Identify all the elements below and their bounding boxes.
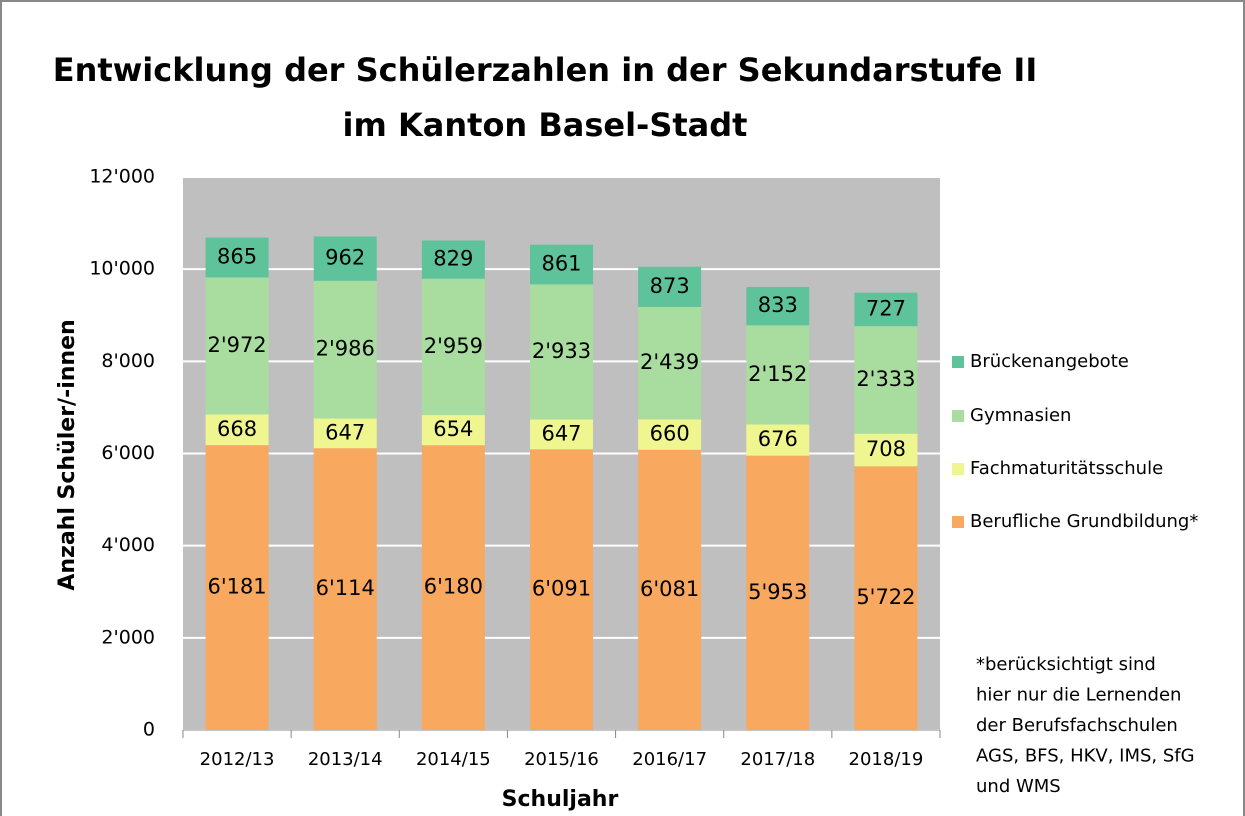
- bar-segment: [854, 292, 918, 327]
- data-label: 676: [758, 427, 798, 451]
- bar-segment: [421, 415, 485, 446]
- data-label: 2'333: [856, 367, 915, 391]
- data-label: 861: [541, 251, 581, 275]
- data-label: 2'972: [207, 333, 266, 357]
- bar-segment: [854, 326, 918, 434]
- y-axis-label: Anzahl Schüler/-innen: [55, 319, 80, 590]
- legend-swatch: [952, 410, 964, 422]
- bar-segment: [638, 306, 702, 420]
- bar-segment: [313, 280, 377, 419]
- legend-label: Fachmaturitätsschule: [970, 458, 1163, 479]
- bar-segment: [205, 237, 269, 278]
- legend-swatch: [952, 463, 964, 475]
- data-label: 833: [758, 293, 798, 317]
- bar-segment: [638, 266, 702, 307]
- legend-label: Brückenangebote: [970, 351, 1129, 372]
- x-tick-label: 2016/17: [632, 749, 707, 770]
- data-label: 6'091: [532, 577, 591, 601]
- data-label: 647: [325, 420, 365, 444]
- x-tick-label: 2012/13: [200, 749, 275, 770]
- legend-label: Gymnasien: [970, 405, 1071, 426]
- data-label: 6'180: [424, 575, 483, 599]
- legend-swatch: [952, 356, 964, 368]
- note: und WMS: [976, 776, 1061, 797]
- data-label: 2'986: [316, 337, 375, 361]
- bar-segment: [421, 278, 485, 416]
- legend-label: Berufliche Grundbildung*: [970, 511, 1198, 532]
- y-tick-label: 6'000: [101, 442, 155, 464]
- data-label: 647: [541, 421, 581, 445]
- data-label: 2'152: [748, 362, 807, 386]
- chart-title: im Kanton Basel-Stadt: [343, 106, 748, 144]
- legend-swatch: [952, 516, 964, 528]
- data-label: 727: [866, 296, 906, 320]
- data-label: 865: [217, 244, 257, 268]
- data-label: 668: [217, 417, 257, 441]
- bar-segment: [746, 455, 810, 730]
- bar-segment: [530, 419, 593, 450]
- y-tick-label: 0: [143, 719, 155, 741]
- bar-segment: [313, 418, 377, 449]
- bar-segment: [530, 284, 593, 420]
- bar-segment: [746, 286, 810, 326]
- bar-segment: [854, 466, 918, 730]
- data-label: 2'959: [424, 334, 483, 358]
- note: *berücksichtigt sind: [976, 654, 1156, 675]
- bar-segment: [205, 414, 269, 446]
- x-tick-label: 2014/15: [416, 749, 491, 770]
- data-label: 6'114: [316, 576, 375, 600]
- bar-segment: [421, 445, 485, 730]
- data-label: 6'081: [640, 577, 699, 601]
- chart-title: Entwicklung der Schülerzahlen in der Sek…: [53, 51, 1037, 89]
- data-label: 6'181: [207, 575, 266, 599]
- note: hier nur die Lernenden: [976, 685, 1181, 706]
- x-tick-label: 2015/16: [524, 749, 599, 770]
- bar-segment: [638, 449, 702, 730]
- bar-segment: [205, 277, 269, 415]
- bar-segment: [313, 236, 377, 281]
- bar-segment: [746, 325, 810, 425]
- data-label: 962: [325, 246, 365, 270]
- bar-segment: [313, 448, 377, 730]
- y-tick-label: 8'000: [101, 350, 155, 372]
- data-label: 5'953: [748, 580, 807, 604]
- bar-segment: [746, 424, 810, 456]
- bar-segment: [854, 433, 918, 467]
- data-label: 654: [433, 417, 473, 441]
- x-tick-label: 2017/18: [740, 749, 815, 770]
- note: AGS, BFS, HKV, IMS, SfG: [976, 746, 1195, 767]
- bar-segment: [638, 419, 702, 450]
- bar-segment: [530, 449, 593, 730]
- bar-segment: [530, 244, 593, 285]
- data-label: 2'439: [640, 350, 699, 374]
- x-tick-label: 2013/14: [308, 749, 383, 770]
- x-axis-label: Schuljahr: [502, 787, 619, 812]
- data-label: 873: [650, 274, 690, 298]
- data-label: 2'933: [532, 339, 591, 363]
- y-tick-label: 2'000: [101, 626, 155, 648]
- data-label: 829: [433, 247, 473, 271]
- bar-segment: [205, 445, 269, 730]
- bar-segment: [421, 240, 485, 279]
- y-tick-label: 10'000: [89, 258, 155, 280]
- y-tick-label: 4'000: [101, 534, 155, 556]
- note: der Berufsfachschulen: [976, 715, 1178, 736]
- y-tick-label: 12'000: [89, 166, 155, 188]
- data-label: 660: [650, 422, 690, 446]
- x-tick-label: 2018/19: [849, 749, 924, 770]
- data-label: 708: [866, 437, 906, 461]
- data-label: 5'722: [856, 585, 915, 609]
